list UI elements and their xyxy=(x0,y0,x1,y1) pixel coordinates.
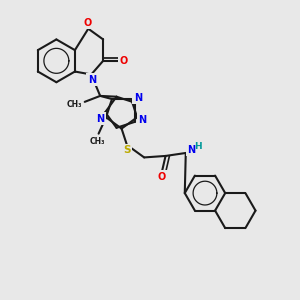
Text: O: O xyxy=(84,18,92,28)
Text: S: S xyxy=(123,145,131,155)
Text: CH₃: CH₃ xyxy=(67,100,82,109)
Text: O: O xyxy=(157,172,166,182)
Text: N: N xyxy=(134,92,142,103)
Text: N: N xyxy=(138,115,146,125)
Text: O: O xyxy=(119,56,128,66)
Text: H: H xyxy=(194,142,202,151)
Text: N: N xyxy=(96,114,104,124)
Text: CH₃: CH₃ xyxy=(89,137,105,146)
Text: N: N xyxy=(187,145,195,155)
Text: N: N xyxy=(88,75,96,85)
